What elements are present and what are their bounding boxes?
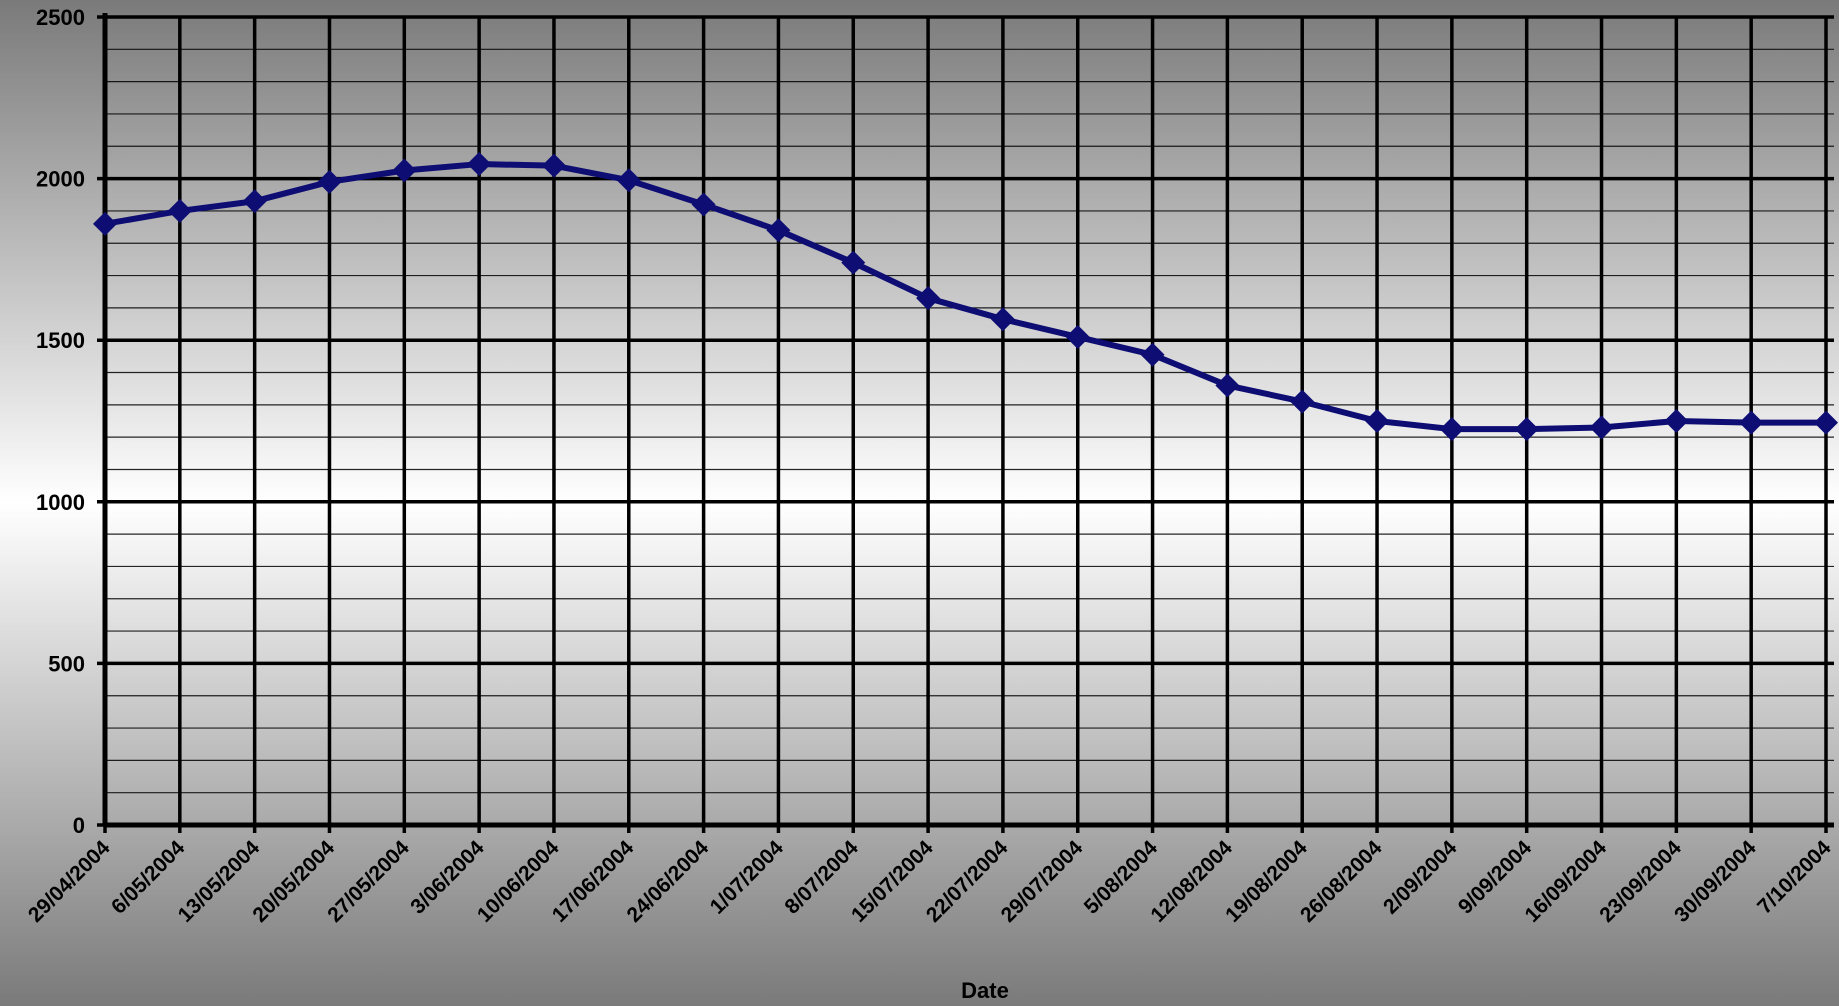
data-point	[691, 192, 716, 217]
grid-lines	[97, 15, 1834, 833]
y-tick-label: 2000	[36, 167, 85, 192]
data-point	[541, 153, 566, 178]
data-point	[1140, 342, 1165, 367]
y-tick-label: 0	[73, 813, 85, 838]
data-point	[1814, 410, 1838, 435]
data-point	[167, 198, 192, 223]
y-tick-label: 500	[48, 651, 85, 676]
data-point	[1365, 409, 1390, 433]
data-point	[766, 218, 791, 243]
data-point	[317, 169, 342, 194]
data-point	[392, 158, 417, 183]
data-point	[1664, 409, 1689, 433]
data-point	[1290, 389, 1315, 414]
series-line	[102, 161, 1829, 433]
series	[93, 152, 1838, 442]
data-point	[1739, 410, 1764, 435]
y-tick-label: 1500	[36, 328, 85, 353]
y-tick-labels: 0 500 1000 1500 2000 2500	[36, 5, 85, 838]
data-point	[242, 189, 267, 214]
data-point	[1439, 417, 1464, 442]
data-point	[1215, 373, 1240, 398]
data-point	[616, 168, 641, 193]
data-point	[916, 286, 941, 311]
data-point	[467, 152, 492, 177]
data-point	[990, 307, 1015, 332]
data-point	[93, 211, 117, 236]
y-tick-label: 2500	[36, 5, 85, 30]
data-point	[1065, 324, 1090, 349]
data-point	[841, 250, 866, 275]
data-point	[1589, 415, 1614, 440]
axes	[102, 13, 1834, 828]
x-axis-title: Date	[961, 978, 1009, 1003]
data-point	[1514, 417, 1539, 442]
y-tick-label: 1000	[36, 490, 85, 515]
